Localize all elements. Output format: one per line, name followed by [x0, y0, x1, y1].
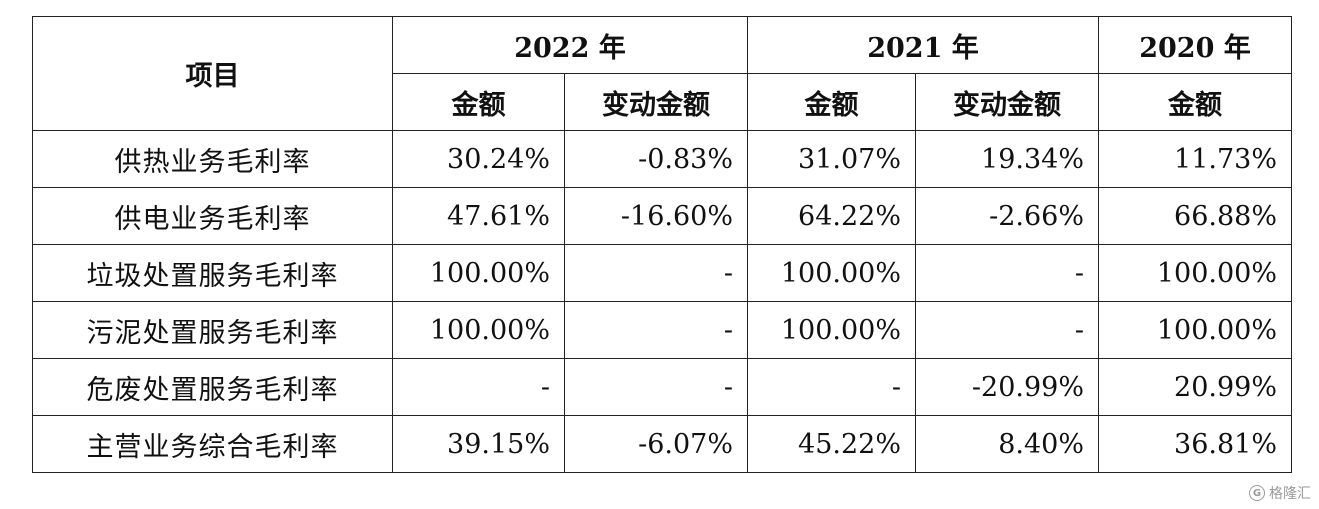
table-row: 垃圾处置服务毛利率 100.00% - 100.00% - 100.00% — [32, 244, 1292, 302]
header-sub-change: 变动金额 — [915, 73, 1099, 131]
row-label: 污泥处置服务毛利率 — [32, 301, 393, 359]
row-label: 主营业务综合毛利率 — [32, 415, 393, 473]
cell-value: 30.24% — [392, 130, 565, 188]
cell-value: 31.07% — [747, 130, 916, 188]
cell-value: 100.00% — [392, 244, 565, 302]
cell-value: 36.81% — [1098, 415, 1292, 473]
row-label: 供电业务毛利率 — [32, 187, 393, 245]
header-item: 项目 — [32, 16, 393, 131]
cell-value: 100.00% — [392, 301, 565, 359]
cell-value: 64.22% — [747, 187, 916, 245]
cell-value: 66.88% — [1098, 187, 1292, 245]
cell-value: - — [564, 358, 748, 416]
cell-value: -6.07% — [564, 415, 748, 473]
table-row: 主营业务综合毛利率 39.15% -6.07% 45.22% 8.40% 36.… — [32, 415, 1292, 473]
cell-value: - — [747, 358, 916, 416]
cell-value: - — [564, 244, 748, 302]
header-sub-change: 变动金额 — [564, 73, 748, 131]
cell-value: 47.61% — [392, 187, 565, 245]
cell-value: 8.40% — [915, 415, 1099, 473]
cell-value: 20.99% — [1098, 358, 1292, 416]
cell-value: 100.00% — [747, 301, 916, 359]
cell-value: -0.83% — [564, 130, 748, 188]
row-label: 危废处置服务毛利率 — [32, 358, 393, 416]
watermark-text: 格隆汇 — [1269, 486, 1311, 502]
watermark: G 格隆汇 — [1249, 483, 1311, 503]
cell-value: - — [564, 301, 748, 359]
header-year-2022: 2022 年 — [392, 16, 748, 74]
cell-value: 100.00% — [747, 244, 916, 302]
header-row-years: 项目 2022 年 2021 年 2020 年 — [32, 16, 1292, 131]
cell-value: 100.00% — [1098, 301, 1292, 359]
header-year-2021: 2021 年 — [747, 16, 1099, 74]
cell-value: -20.99% — [915, 358, 1099, 416]
cell-value: - — [915, 301, 1099, 359]
gross-margin-table: 项目 2022 年 2021 年 2020 年 金额 变动金额 金额 变动金额 … — [32, 16, 1292, 473]
table-row: 危废处置服务毛利率 - - - -20.99% 20.99% — [32, 358, 1292, 416]
table-row: 污泥处置服务毛利率 100.00% - 100.00% - 100.00% — [32, 301, 1292, 359]
header-sub-amount: 金额 — [1098, 73, 1292, 131]
g-logo-icon: G — [1249, 485, 1265, 501]
row-label: 供热业务毛利率 — [32, 130, 393, 188]
header-sub-amount: 金额 — [747, 73, 916, 131]
row-label: 垃圾处置服务毛利率 — [32, 244, 393, 302]
cell-value: 39.15% — [392, 415, 565, 473]
cell-value: -16.60% — [564, 187, 748, 245]
header-year-2020: 2020 年 — [1098, 16, 1292, 74]
table-row: 供电业务毛利率 47.61% -16.60% 64.22% -2.66% 66.… — [32, 187, 1292, 245]
table-row: 供热业务毛利率 30.24% -0.83% 31.07% 19.34% 11.7… — [32, 130, 1292, 188]
header-sub-amount: 金额 — [392, 73, 565, 131]
cell-value: -2.66% — [915, 187, 1099, 245]
cell-value: 100.00% — [1098, 244, 1292, 302]
cell-value: - — [392, 358, 565, 416]
cell-value: 19.34% — [915, 130, 1099, 188]
cell-value: - — [915, 244, 1099, 302]
cell-value: 45.22% — [747, 415, 916, 473]
cell-value: 11.73% — [1098, 130, 1292, 188]
